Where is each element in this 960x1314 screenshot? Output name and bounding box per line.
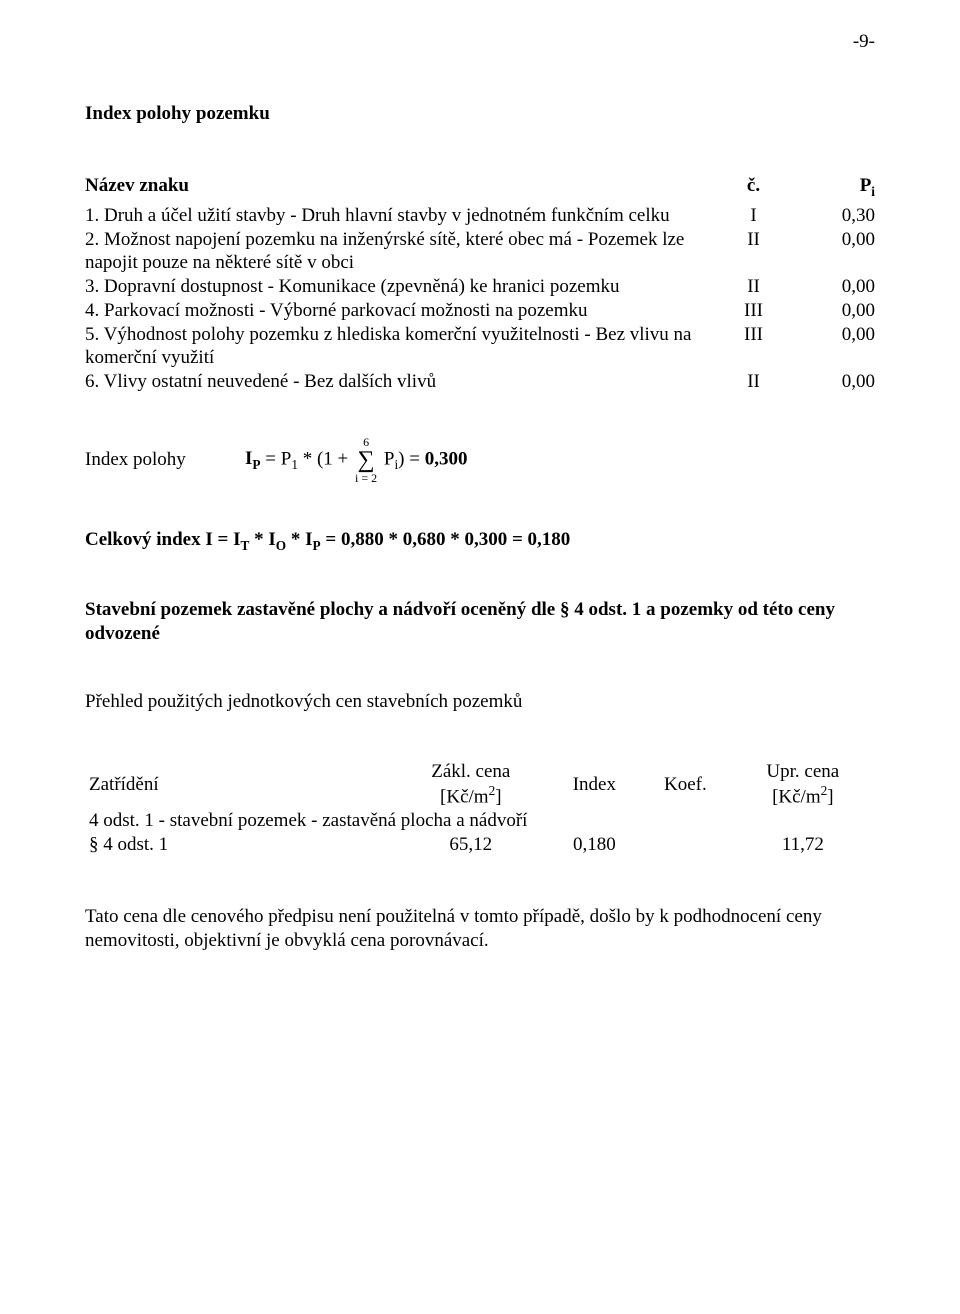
table-row: 2. Možnost napojení pozemku na inženýrsk… — [85, 228, 875, 276]
table-row: 4. Parkovací možnosti - Výborné parkovac… — [85, 299, 875, 323]
table-row: 6. Vlivy ostatní neuvedené - Bez dalších… — [85, 370, 875, 394]
table-row: 5. Výhodnost polohy pozemku z hlediska k… — [85, 323, 875, 371]
cen-hdr-upr1: Upr. cena — [731, 760, 875, 784]
page-number: -9- — [85, 30, 875, 54]
table-row: 1. Druh a účel užití stavby - Druh hlavn… — [85, 204, 875, 228]
hdr-pi: Pi — [790, 174, 875, 204]
prehled-heading: Přehled použitých jednotkových cen stave… — [85, 690, 875, 714]
cen-hdr-zakl2: [Kč/m2] — [393, 783, 549, 809]
hdr-nazev: Název znaku — [85, 174, 717, 204]
celkovy-index: Celkový index I = IT * IO * IP = 0,880 *… — [85, 528, 875, 554]
section-title: Index polohy pozemku — [85, 102, 875, 126]
cen-row: § 4 odst. 1 65,12 0,180 11,72 — [85, 833, 875, 857]
formula-expr: IP = P1 * (1 + 6∑i = 2 Pi) = 0,300 — [245, 436, 467, 484]
cen-group: 4 odst. 1 - stavební pozemek - zastavěná… — [85, 809, 875, 833]
cen-hdr-index: Index — [549, 760, 641, 810]
cen-hdr-koef: Koef. — [640, 760, 731, 810]
note: Tato cena dle cenového předpisu není pou… — [85, 905, 875, 953]
cen-hdr-upr2: [Kč/m2] — [731, 783, 875, 809]
formula-label: Index polohy — [85, 448, 245, 472]
znaky-table: Název znaku č. Pi 1. Druh a účel užití s… — [85, 174, 875, 394]
table-row: 3. Dopravní dostupnost - Komunikace (zpe… — [85, 275, 875, 299]
cen-hdr-zat: Zatřídění — [85, 760, 393, 810]
cen-table: Zatřídění Zákl. cena Index Koef. Upr. ce… — [85, 760, 875, 857]
stavebni-heading: Stavební pozemek zastavěné plochy a nádv… — [85, 598, 875, 646]
index-polohy-formula: Index polohy IP = P1 * (1 + 6∑i = 2 Pi) … — [85, 436, 875, 484]
cen-hdr-zakl1: Zákl. cena — [393, 760, 549, 784]
hdr-c: č. — [717, 174, 791, 204]
